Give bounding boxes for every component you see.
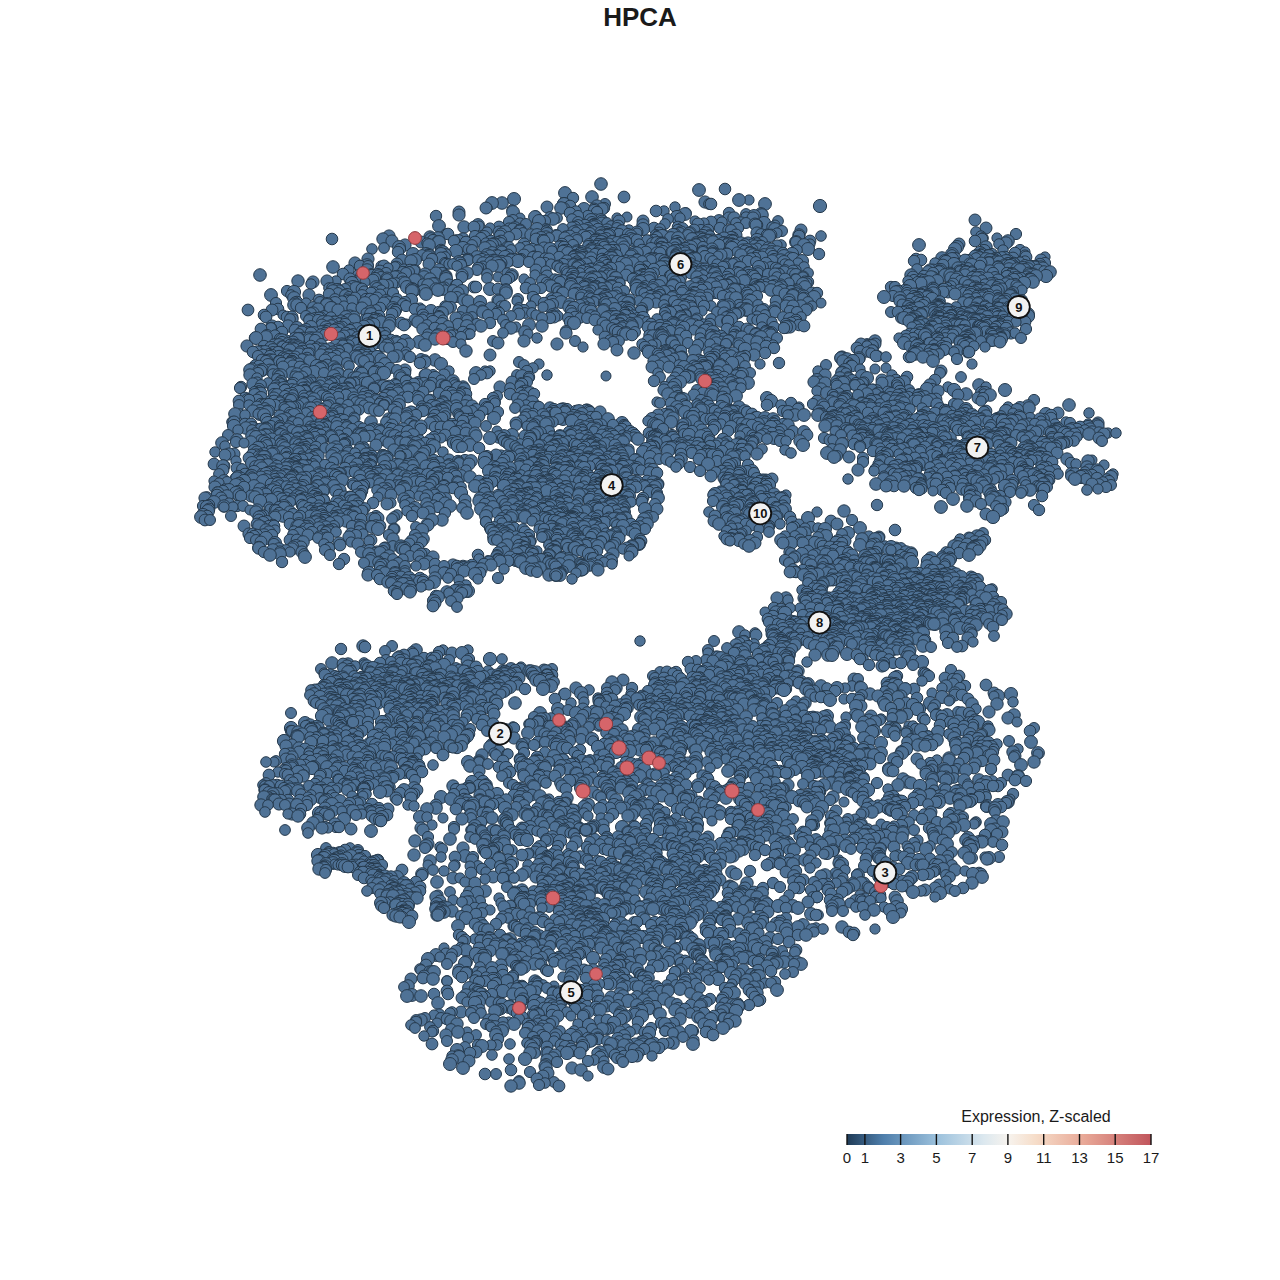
svg-text:3: 3	[882, 865, 889, 880]
svg-text:7: 7	[968, 1149, 976, 1166]
svg-text:9: 9	[1004, 1149, 1012, 1166]
svg-text:6: 6	[677, 257, 684, 272]
svg-text:4: 4	[608, 478, 616, 493]
svg-text:2: 2	[496, 726, 503, 741]
svg-text:1: 1	[861, 1149, 869, 1166]
svg-text:15: 15	[1107, 1149, 1124, 1166]
svg-text:1: 1	[366, 328, 373, 343]
svg-text:5: 5	[932, 1149, 940, 1166]
svg-text:10: 10	[753, 506, 767, 521]
svg-text:13: 13	[1071, 1149, 1088, 1166]
svg-text:17: 17	[1143, 1149, 1160, 1166]
svg-text:8: 8	[816, 615, 823, 630]
svg-text:0: 0	[843, 1149, 851, 1166]
svg-text:7: 7	[974, 440, 981, 455]
svg-text:11: 11	[1036, 1149, 1052, 1166]
svg-text:3: 3	[896, 1149, 904, 1166]
svg-text:Expression, Z-scaled: Expression, Z-scaled	[961, 1108, 1110, 1125]
svg-text:9: 9	[1015, 300, 1022, 315]
svg-text:5: 5	[567, 985, 574, 1000]
